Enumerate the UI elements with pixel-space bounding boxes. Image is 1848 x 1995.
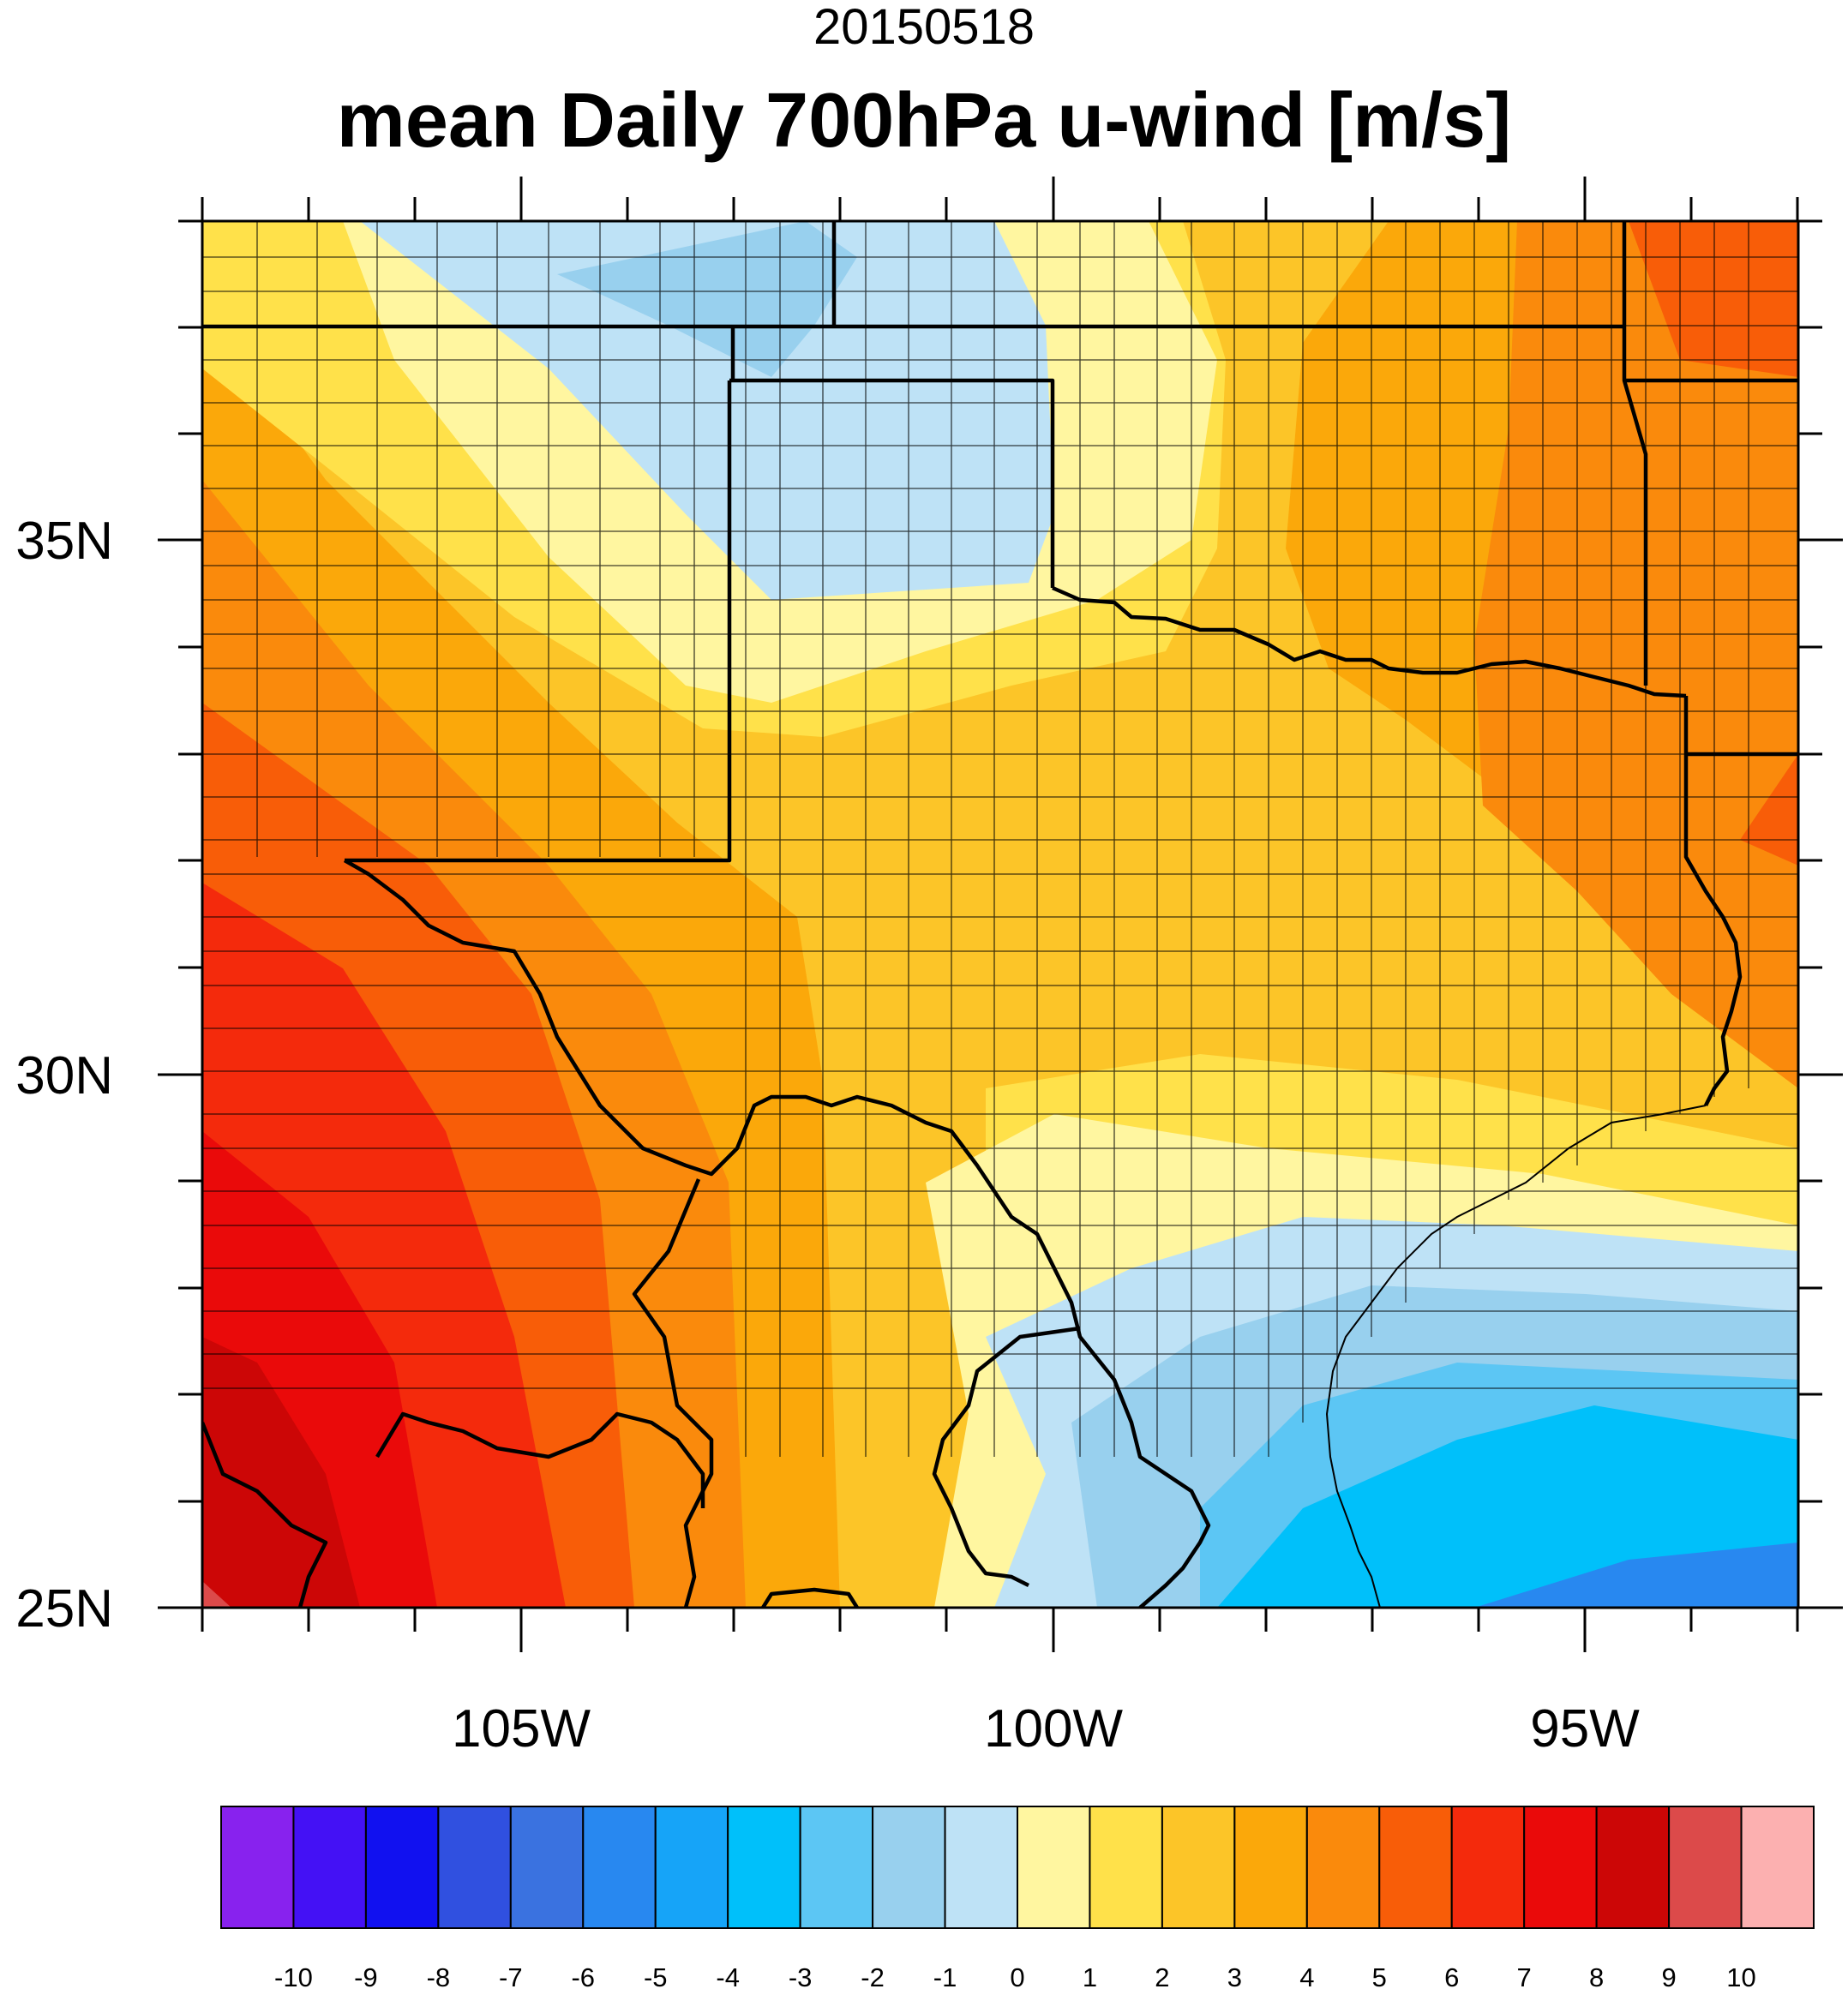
colorbar-label: 5 bbox=[1372, 1962, 1387, 1992]
rio-grande bbox=[343, 859, 1211, 1608]
date-label: 20150518 bbox=[813, 0, 1035, 55]
tx-la-border bbox=[1683, 696, 1743, 1107]
mexico-state-line-5 bbox=[761, 1587, 859, 1608]
band-5-6-e bbox=[1740, 754, 1798, 866]
colorbar-label: 1 bbox=[1083, 1962, 1097, 1992]
colorbar-swatch bbox=[1161, 1806, 1236, 1929]
colorbar-label: -3 bbox=[789, 1962, 813, 1992]
red-river bbox=[1052, 585, 1687, 698]
colorbar: -10 -9 -8 -7 -6 -5 -4 -3 -2 -1 0 1 2 3 4 5 6 7 8 9 10 bbox=[220, 1806, 1815, 1992]
band-4-5-ne bbox=[1474, 221, 1798, 1088]
lon-major-ticks bbox=[519, 177, 1587, 1652]
lat-label-35n: 35N bbox=[15, 512, 113, 571]
mexico-state-line-1 bbox=[632, 1178, 714, 1608]
band-neg2-neg1-north bbox=[557, 221, 857, 377]
colorbar-swatch bbox=[1089, 1806, 1163, 1929]
colorbar-swatch bbox=[1595, 1806, 1671, 1929]
colorbar-label: -6 bbox=[571, 1962, 595, 1992]
colorbar-label: 4 bbox=[1299, 1962, 1314, 1992]
colorbar-swatch bbox=[582, 1806, 657, 1929]
colorbar-label: -4 bbox=[716, 1962, 740, 1992]
colorbar-label: 3 bbox=[1227, 1962, 1242, 1992]
colorbar-label: 6 bbox=[1444, 1962, 1459, 1992]
lat-label-25n: 25N bbox=[15, 1579, 113, 1639]
colorbar-swatch bbox=[799, 1806, 874, 1929]
lat-major-ticks bbox=[158, 538, 1843, 1609]
lon-label-95w: 95W bbox=[1530, 1699, 1640, 1758]
colorbar-swatch bbox=[1740, 1806, 1815, 1929]
colorbar-label: 10 bbox=[1726, 1962, 1755, 1992]
colorbar-label: -9 bbox=[354, 1962, 378, 1992]
ok-ar-border bbox=[1622, 221, 1648, 686]
colorbar-swatch bbox=[1305, 1806, 1381, 1929]
colorbar-swatch bbox=[1450, 1806, 1526, 1929]
map-title: mean Daily 700hPa u-wind [m/s] bbox=[336, 78, 1512, 164]
colorbar-swatch bbox=[944, 1806, 1019, 1929]
nm-tx-border bbox=[345, 327, 735, 863]
mexico-state-line-3 bbox=[375, 1411, 705, 1508]
band-neg5-neg4 bbox=[1474, 1543, 1798, 1608]
lat-label-30n: 30N bbox=[15, 1046, 113, 1105]
colorbar-swatch bbox=[1017, 1806, 1091, 1929]
colorbar-swatch bbox=[292, 1806, 367, 1929]
colorbar-label: -1 bbox=[933, 1962, 957, 1992]
colorbar-label: 0 bbox=[1010, 1962, 1024, 1992]
band-9-10 bbox=[202, 1581, 231, 1608]
colorbar-swatch bbox=[220, 1806, 295, 1929]
county-lines bbox=[202, 221, 1798, 1457]
colorbar-swatch bbox=[1523, 1806, 1598, 1929]
lon-label-105w: 105W bbox=[452, 1699, 591, 1758]
mexico-state-line-2 bbox=[202, 1422, 328, 1608]
mexico-state-line-4 bbox=[932, 1326, 1081, 1588]
lat-minor-ticks bbox=[178, 219, 1822, 1503]
colorbar-swatch bbox=[364, 1806, 440, 1929]
colorbar-label: -8 bbox=[427, 1962, 451, 1992]
colorbar-label: -5 bbox=[644, 1962, 668, 1992]
colorbar-swatch bbox=[654, 1806, 729, 1929]
contour-field bbox=[202, 221, 1798, 1608]
colorbar-swatch bbox=[872, 1806, 946, 1929]
colorbar-label: 9 bbox=[1661, 1962, 1676, 1992]
colorbar-label: -2 bbox=[861, 1962, 885, 1992]
colorbar-label: 8 bbox=[1589, 1962, 1604, 1992]
colorbar-label: -7 bbox=[499, 1962, 523, 1992]
colorbar-swatch bbox=[437, 1806, 512, 1929]
state-borders bbox=[202, 221, 1798, 1608]
lon-label-100w: 100W bbox=[984, 1699, 1123, 1758]
tx-panhandle-north bbox=[729, 378, 1055, 588]
gulf-coastline bbox=[1325, 1105, 1707, 1608]
band-5-6-ne bbox=[1629, 221, 1798, 377]
colorbar-swatch bbox=[1668, 1806, 1743, 1929]
map-frame bbox=[201, 219, 1800, 1609]
colorbar-label: 2 bbox=[1155, 1962, 1169, 1992]
colorbar-swatch bbox=[727, 1806, 801, 1929]
colorbar-label: -10 bbox=[274, 1962, 313, 1992]
colorbar-swatch bbox=[1378, 1806, 1453, 1929]
band-neg1-0-north bbox=[360, 221, 1054, 600]
colorbar-swatch bbox=[509, 1806, 585, 1929]
colorbar-label: 7 bbox=[1517, 1962, 1532, 1992]
lon-minor-ticks bbox=[201, 197, 1799, 1632]
colorbar-swatch bbox=[1233, 1806, 1308, 1929]
